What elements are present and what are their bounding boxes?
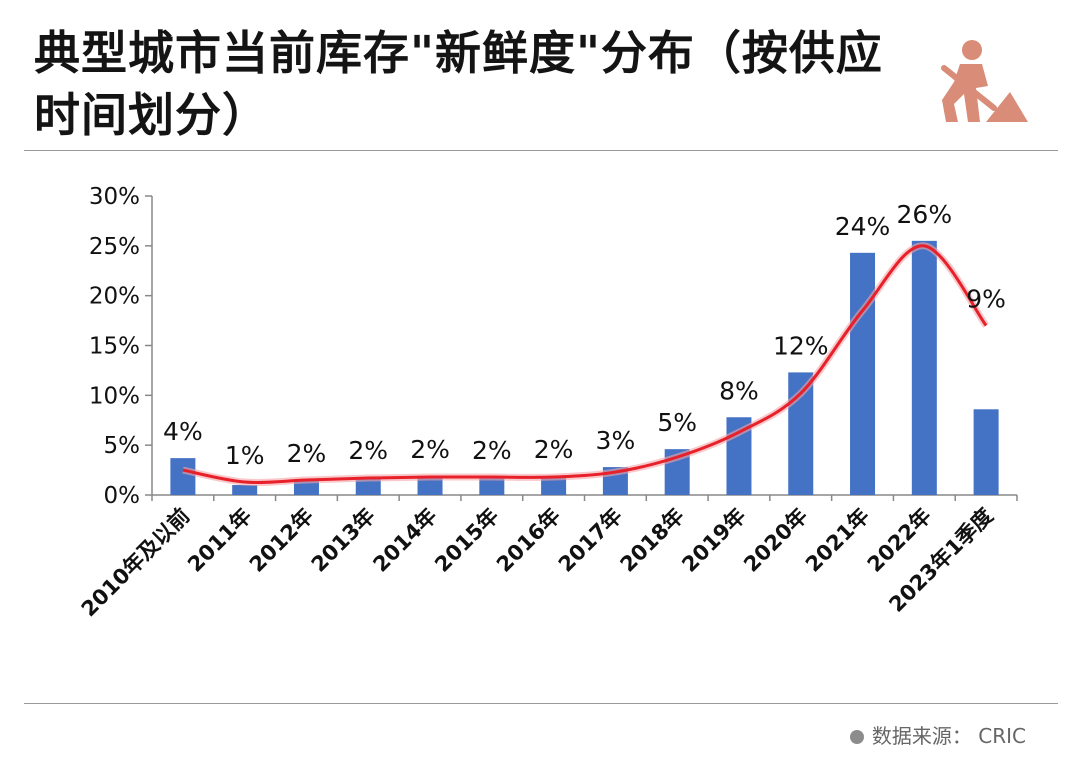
x-tick-label: 2020年 <box>739 504 812 577</box>
y-tick-label: 25% <box>89 234 140 260</box>
data-label: 26% <box>897 200 953 229</box>
bar <box>232 485 258 495</box>
data-label: 4% <box>163 417 203 446</box>
bar <box>541 476 567 495</box>
bullet-icon <box>849 730 864 744</box>
data-label: 3% <box>596 426 636 455</box>
trend-line <box>182 244 988 485</box>
data-label: 8% <box>719 376 759 405</box>
data-label: 24% <box>835 212 891 241</box>
x-tick-label: 2019年 <box>677 504 750 577</box>
top-divider <box>24 150 1058 151</box>
bar <box>850 252 876 495</box>
data-label: 2% <box>472 436 512 465</box>
data-label: 2% <box>348 436 388 465</box>
x-tick-label: 2021年 <box>801 504 874 577</box>
data-label: 2% <box>410 435 450 464</box>
data-label: 12% <box>773 331 829 360</box>
bar <box>911 240 937 495</box>
data-label: 2% <box>534 435 574 464</box>
x-tick-label: 2014年 <box>368 504 441 577</box>
bar <box>479 477 505 495</box>
data-label: 2% <box>287 439 327 468</box>
x-tick-label: 2018年 <box>616 504 689 577</box>
chart-title: 典型城市当前库存"新鲜度"分布（按供应时间划分） <box>34 26 883 142</box>
x-tick-label: 2017年 <box>554 504 627 577</box>
source-text: 数据来源： CRIC <box>871 724 1026 748</box>
x-tick-label: 2011年 <box>183 504 256 577</box>
x-tick-label: 2012年 <box>245 504 318 577</box>
bar <box>417 476 443 495</box>
bar-chart: 0% 5% 10% 15% 20% 25% 30% 4% 1% 2% 2% 2% 2% 2% 3% 5% 8% 1… <box>77 184 1018 622</box>
data-label: 9% <box>966 285 1006 314</box>
bar <box>170 458 196 495</box>
source-note: 数据来源： CRIC <box>849 720 1026 749</box>
bottom-divider <box>24 703 1058 704</box>
y-tick-label: 0% <box>104 483 141 509</box>
y-tick-label: 10% <box>89 383 140 409</box>
y-tick-label: 30% <box>89 184 140 210</box>
data-label: 1% <box>225 441 265 470</box>
bar <box>973 409 999 495</box>
data-label: 5% <box>657 408 697 437</box>
x-tick-label: 2013年 <box>307 504 380 577</box>
y-tick-label: 15% <box>89 334 140 360</box>
y-tick-label: 20% <box>89 284 140 310</box>
worker-digging-icon <box>941 40 1028 122</box>
x-tick-label: 2015年 <box>430 504 503 577</box>
x-tick-label: 2016年 <box>492 504 565 577</box>
x-tick-label: 2010年及以前 <box>77 504 195 622</box>
y-tick-label: 5% <box>104 433 141 459</box>
